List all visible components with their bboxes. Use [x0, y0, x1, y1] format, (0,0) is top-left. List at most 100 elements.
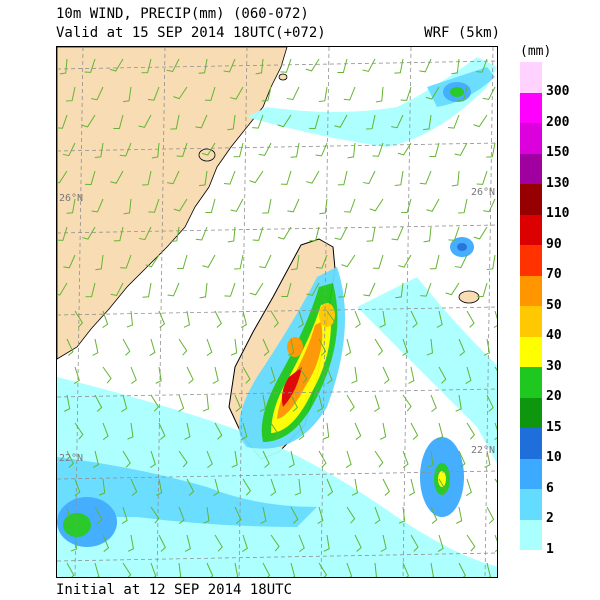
wind-barb: [344, 198, 356, 213]
wind-barb: [204, 86, 216, 101]
wind-barb: [66, 450, 74, 468]
legend-swatch: [520, 306, 542, 337]
wind-barb: [425, 86, 440, 100]
legend-swatch: [520, 153, 542, 184]
wind-barb: [395, 282, 404, 299]
wind-barb: [177, 254, 188, 269]
wind-barb: [323, 534, 330, 552]
wind-barb: [494, 478, 497, 483]
legend-label: 15: [546, 419, 562, 435]
wind-barb: [150, 562, 157, 577]
wind-barb: [230, 338, 238, 356]
wind-barb: [64, 394, 71, 412]
precip-band-south-inner: [57, 457, 317, 527]
wind-barb: [290, 394, 298, 412]
wind-barb: [121, 506, 128, 524]
wind-barb: [447, 114, 460, 129]
wind-barb: [394, 170, 404, 186]
wind-barb: [252, 226, 264, 241]
wind-barb: [438, 366, 447, 384]
wind-barb: [206, 562, 214, 577]
wind-barb: [262, 198, 272, 214]
wind-barb: [319, 198, 328, 215]
wind-barb: [123, 198, 132, 215]
wind-barb: [57, 114, 68, 129]
wind-barb: [362, 170, 376, 185]
wind-barb: [391, 114, 404, 129]
wind-barb: [259, 394, 266, 412]
island: [458, 290, 480, 304]
wind-barb: [466, 310, 475, 328]
wind-barb: [149, 338, 156, 356]
legend-label: 200: [546, 114, 570, 130]
wind-barb: [345, 338, 352, 356]
island: [278, 73, 288, 81]
wind-barb: [138, 226, 152, 241]
wind-barb: [91, 198, 104, 213]
legend-label: 2: [546, 511, 554, 526]
wind-barb: [280, 58, 292, 73]
legend-unit: (mm): [520, 44, 552, 59]
legend-swatch: [520, 397, 542, 428]
legend-swatch: [520, 123, 542, 154]
wind-barb: [473, 226, 488, 240]
wind-barb: [347, 142, 356, 159]
wind-barb: [57, 282, 68, 296]
wind-barb: [92, 338, 99, 356]
legend-swatch: [520, 367, 542, 398]
wind-barb: [255, 58, 264, 75]
precip-cell: [63, 513, 91, 537]
wind-barb: [223, 170, 236, 185]
legend-label: 1: [546, 541, 554, 557]
wind-barb: [205, 198, 216, 214]
wind-barb: [142, 170, 152, 186]
wind-barb: [234, 506, 242, 524]
wind-barb: [184, 534, 191, 552]
model-label: WRF (5km): [424, 25, 500, 41]
wind-barb: [306, 282, 320, 296]
wind-barb: [318, 338, 327, 356]
wind-barb: [337, 58, 348, 74]
wind-barb: [458, 562, 466, 577]
wind-barb: [374, 562, 377, 577]
wind-barb: [113, 226, 124, 242]
wind-barb: [322, 422, 330, 440]
wind-barb: [290, 142, 300, 158]
wind-barb: [62, 142, 76, 157]
initial-time: Initial at 12 SEP 2014 18UTC: [56, 582, 293, 598]
wind-barb: [74, 422, 84, 440]
wind-barb: [74, 366, 80, 385]
wind-barb: [184, 422, 191, 440]
wind-barb: [148, 198, 160, 213]
wind-barb: [363, 282, 376, 297]
wind-barb: [252, 114, 264, 129]
wind-barb: [242, 366, 251, 384]
legend-swatch: [520, 428, 542, 459]
wind-barb: [178, 506, 185, 525]
wind-barb: [113, 114, 124, 130]
wind-barb: [66, 86, 76, 102]
legend-swatch: [520, 336, 542, 367]
wind-barb: [138, 114, 152, 128]
wind-barb: [483, 198, 496, 213]
wind-barb: [473, 114, 488, 128]
wind-barb: [437, 534, 444, 552]
wind-barb: [391, 226, 404, 241]
wind-barb: [420, 282, 432, 297]
wind-barb: [318, 562, 328, 577]
wind-barb: [287, 198, 300, 213]
wind-barb: [438, 478, 447, 496]
map-title: 10m WIND, PRECIP(mm) (060-072): [56, 6, 309, 22]
legend-label: 20: [546, 389, 562, 404]
wind-barb: [59, 58, 68, 75]
wind-barb: [227, 226, 236, 243]
wind-barb: [258, 142, 272, 157]
wind-barb: [426, 338, 434, 356]
wind-barb: [66, 562, 75, 577]
wind-barb: [351, 478, 358, 496]
wind-barb: [70, 534, 78, 552]
wind-barb: [262, 562, 271, 577]
wind-barb: [326, 366, 333, 385]
wind-barb: [206, 450, 213, 468]
wind-barb: [294, 478, 302, 496]
